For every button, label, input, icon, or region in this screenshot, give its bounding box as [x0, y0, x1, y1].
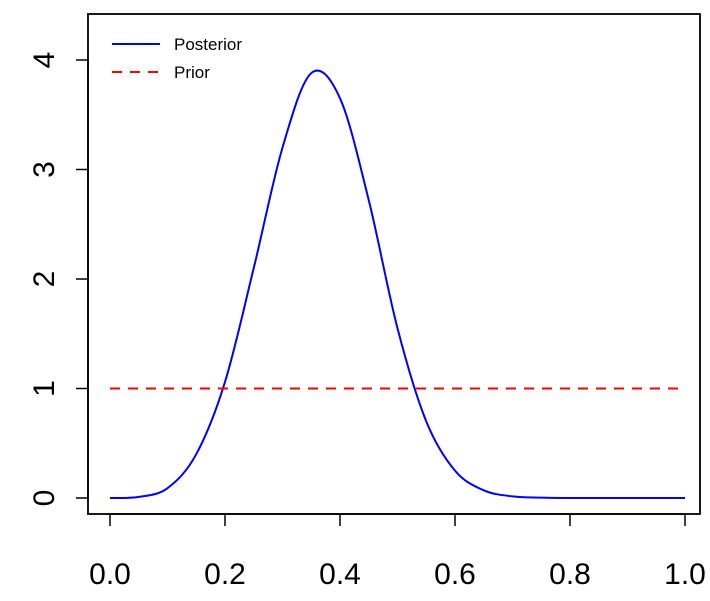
- y-tick-label-3: 3: [28, 161, 61, 178]
- legend-prior-label: Prior: [174, 63, 210, 82]
- x-tick-label-4: 0.8: [549, 558, 591, 591]
- y-tick-label-1: 1: [28, 380, 61, 397]
- legend: Posterior Prior: [112, 35, 242, 82]
- series-layer: [109, 69, 685, 500]
- x-tick-label-5: 1.0: [664, 558, 706, 591]
- legend-posterior-label: Posterior: [174, 35, 242, 54]
- y-tick-label-0: 0: [28, 490, 61, 507]
- x-axis: 0.0 0.2 0.4 0.6 0.8 1.0: [89, 513, 706, 591]
- series-posterior-line: [109, 69, 685, 500]
- plot-frame: [87, 13, 701, 515]
- x-tick-label-1: 0.2: [204, 558, 246, 591]
- y-axis: 0 1 2 3 4: [28, 52, 89, 507]
- x-tick-label-0: 0.0: [89, 558, 131, 591]
- y-tick-label-4: 4: [28, 52, 61, 69]
- x-tick-label-3: 0.6: [434, 558, 476, 591]
- y-tick-label-2: 2: [28, 271, 61, 288]
- x-tick-label-2: 0.4: [319, 558, 361, 591]
